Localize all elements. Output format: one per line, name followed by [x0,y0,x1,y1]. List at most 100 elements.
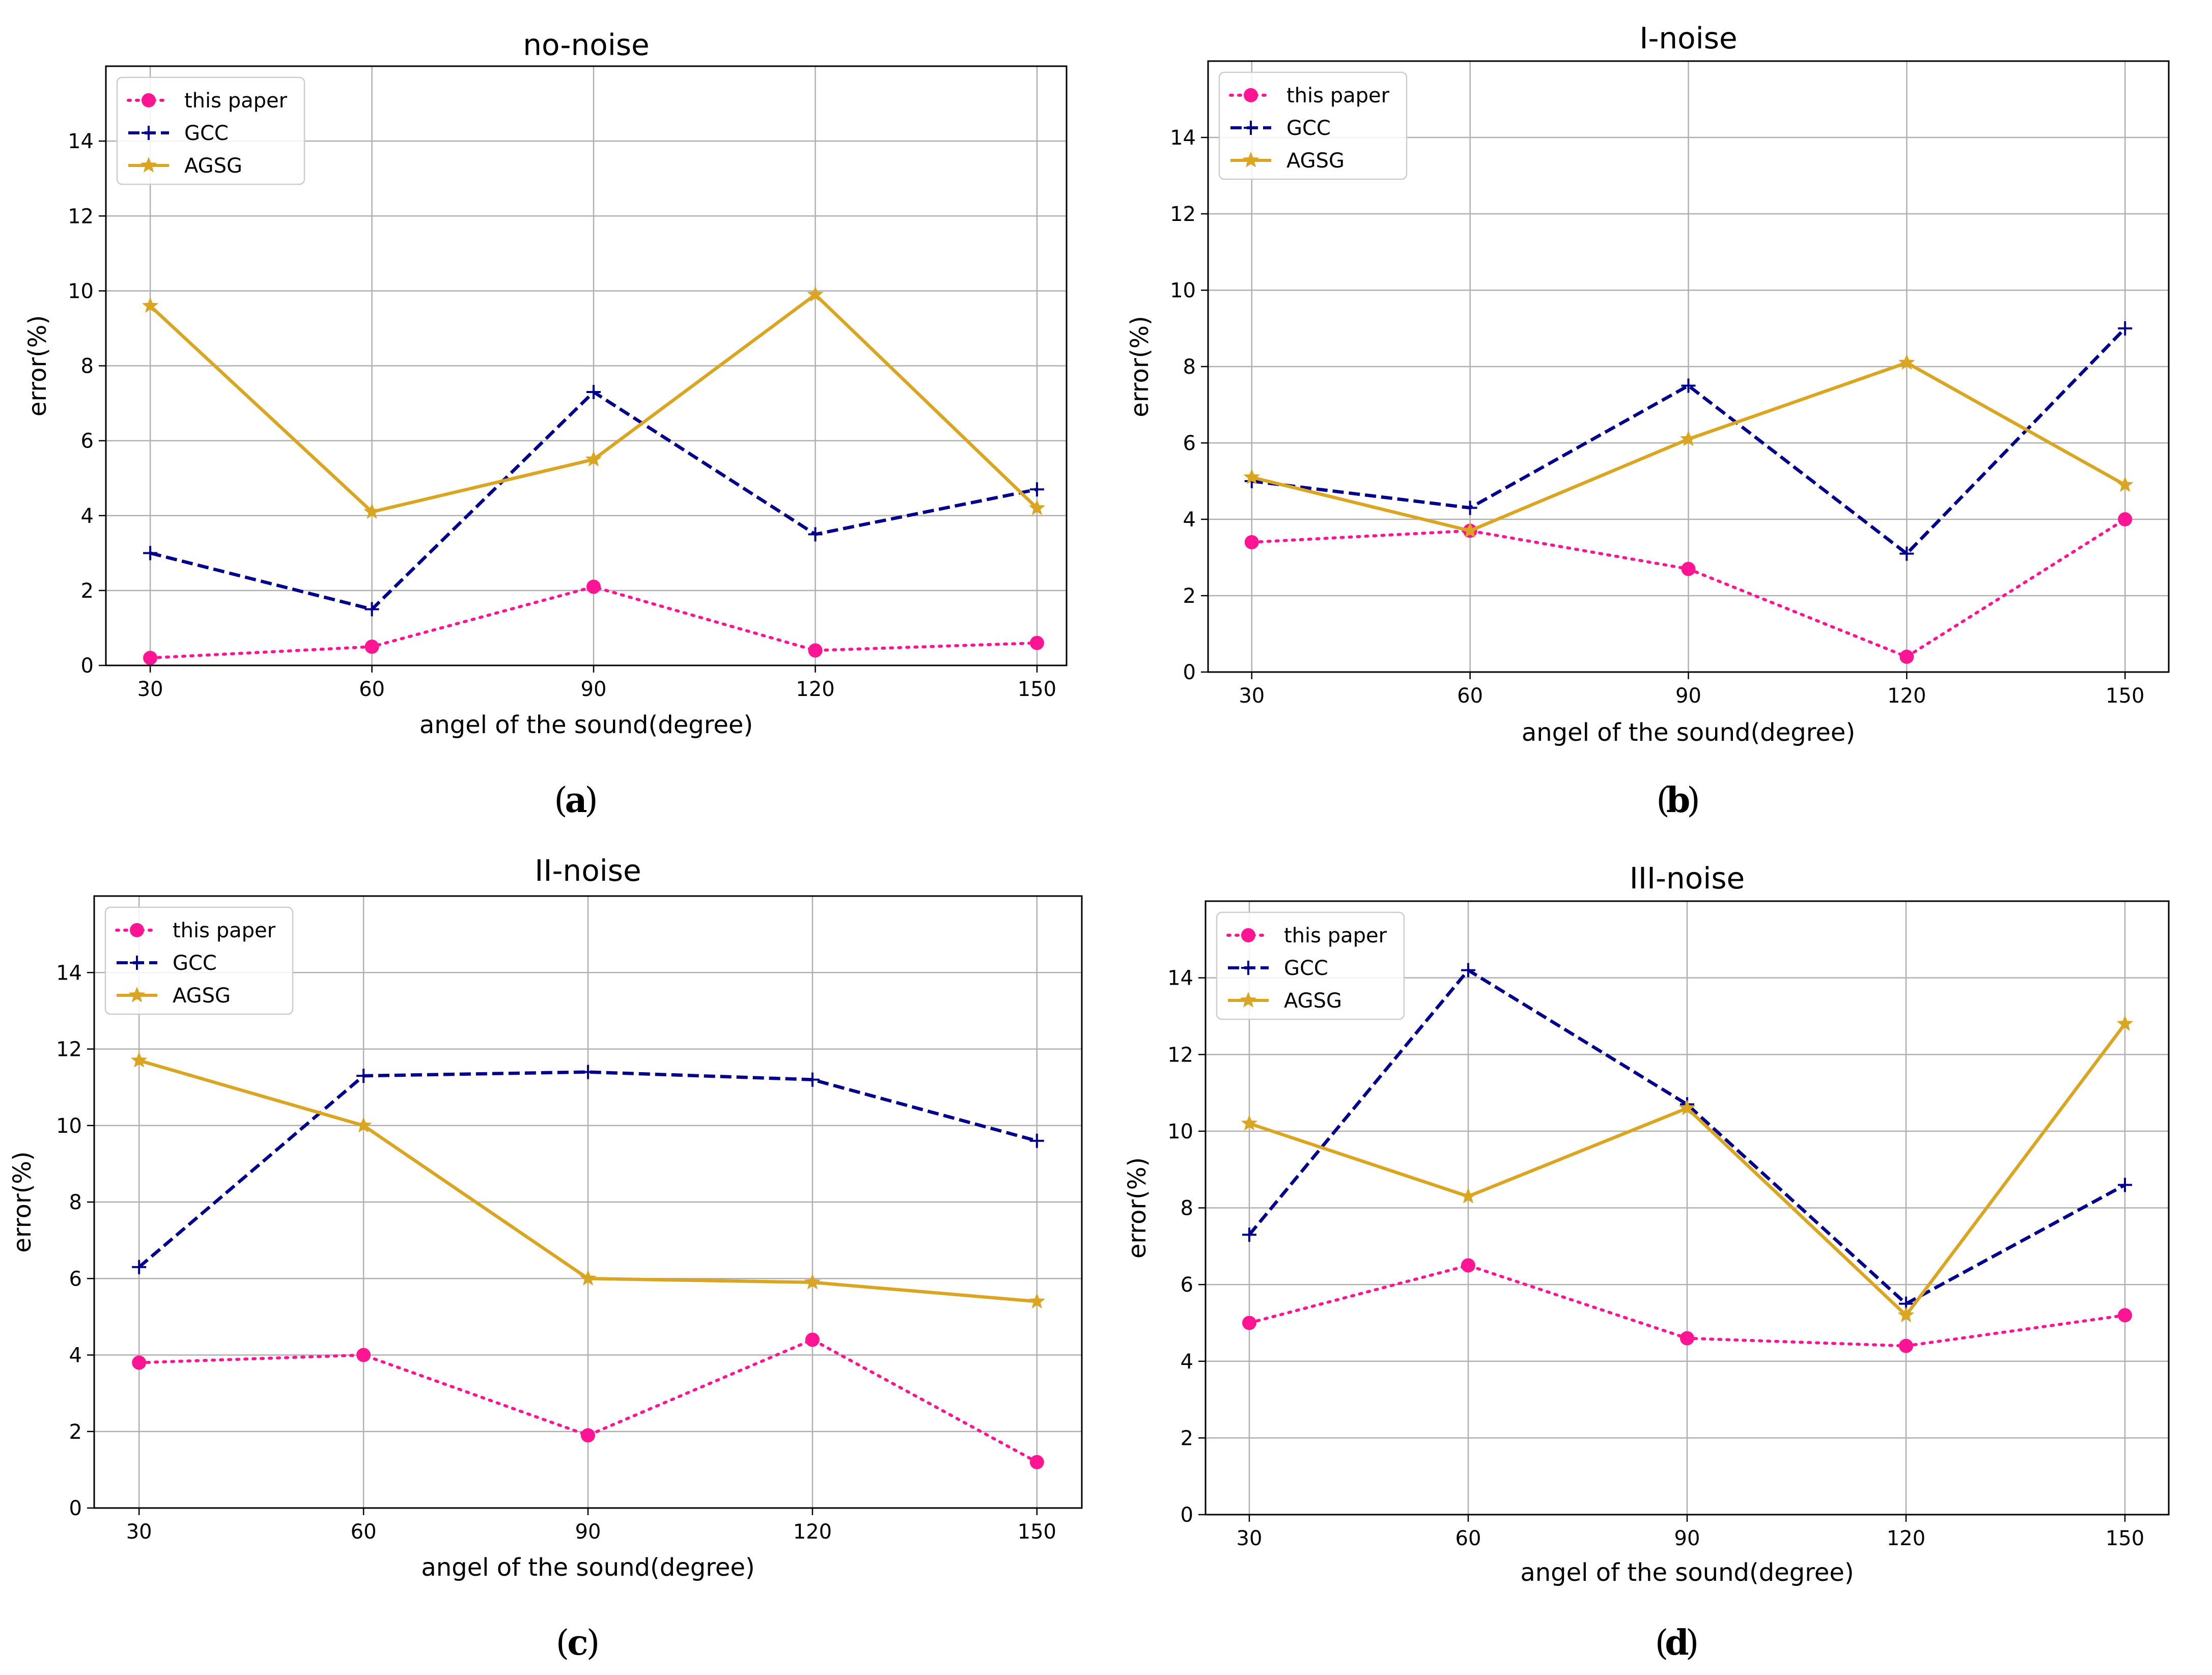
data-point-this-paper [356,1348,371,1362]
data-point-this-paper [1029,1455,1044,1469]
data-point-gcc [1681,378,1696,393]
legend-label-agsg: AGSG [184,154,242,178]
series-line-gcc [1248,968,2126,1306]
x-axis-ticks: 30 60 90 120 150 [1237,1515,2144,1550]
data-point-gcc [365,602,379,617]
plot-frame [93,895,1083,1509]
series-agsg [130,1051,1046,1309]
x-tick-label: 60 [351,1520,377,1544]
data-point-this-paper [2118,512,2133,526]
caption-open-paren: ( [554,780,568,821]
legend: this paper GCC AGSG [116,76,305,185]
caption-letter: a [565,780,587,821]
y-tick-label: 12 [1170,203,1196,226]
x-axis-ticks: 30 60 90 120 150 [126,1508,1056,1544]
legend-marker-gcc [130,956,144,970]
data-point-this-paper [143,651,158,665]
chart-panel-a: 30 60 90 120 150 0 2 4 6 8 10 12 14 this paper GCC AGSG… [23,27,1068,821]
data-point-this-paper [586,579,601,594]
y-tick-label: 6 [69,1267,82,1291]
y-tick-label: 12 [68,205,94,228]
x-tick-label: 150 [2106,1527,2144,1550]
legend-label-agsg: AGSG [1284,989,1342,1013]
data-point-agsg [1460,1187,1477,1204]
series-agsg [1243,354,2134,538]
legend: this paper GCC AGSG [1216,911,1405,1020]
data-point-this-paper [132,1355,147,1370]
data-point-this-paper [1244,535,1259,549]
data-point-agsg [1898,354,1915,370]
data-point-this-paper [1461,1258,1475,1273]
x-tick-label: 150 [2106,684,2144,708]
x-tick-label: 30 [137,678,163,701]
panel-caption: (d) [1655,1623,1699,1663]
data-point-gcc [1461,963,1475,978]
x-axis-ticks: 30 60 90 120 150 [1239,672,2144,708]
data-point-agsg [1897,1306,1915,1323]
y-tick-label: 14 [56,961,82,985]
x-tick-label: 120 [796,678,834,701]
data-point-gcc [1899,546,1914,561]
panel-caption: (c) [556,1623,600,1663]
series-line-gcc [138,1070,1038,1269]
series-line-this-paper [149,585,1039,660]
legend-marker-agsg [140,156,157,173]
chart-title: no-noise [523,27,650,62]
x-tick-label: 120 [1887,1527,1925,1550]
x-tick-label: 150 [1018,1520,1056,1544]
y-tick-label: 4 [81,505,94,528]
legend-box [116,76,305,185]
data-point-this-paper [1680,1331,1694,1346]
chart-title: II-noise [535,853,641,888]
y-tick-label: 10 [68,280,94,303]
data-point-gcc [1463,500,1477,515]
data-point-agsg [1680,430,1697,446]
y-tick-label: 6 [81,430,94,453]
data-point-this-paper [1242,1316,1256,1330]
y-tick-label: 0 [69,1497,82,1520]
data-point-gcc [2118,321,2133,336]
legend-marker-this-paper [1244,88,1258,102]
x-tick-label: 90 [581,678,607,701]
data-point-agsg [2116,1015,2134,1031]
series-gcc [143,384,1044,617]
legend-label-this-paper: this paper [1286,84,1390,107]
data-point-agsg [804,1273,821,1290]
data-point-gcc [805,1072,820,1087]
y-tick-label: 2 [81,579,94,603]
y-tick-label: 10 [1167,1120,1193,1143]
x-tick-label: 150 [1018,678,1056,701]
legend-marker-gcc [1241,961,1255,975]
data-point-agsg [1678,1099,1696,1115]
series-agsg [1241,1015,2134,1323]
series-this-paper [143,579,1044,665]
caption-open-paren: ( [1655,1623,1669,1663]
data-point-agsg [1462,522,1478,538]
data-point-gcc [586,384,601,399]
y-tick-label: 4 [1183,508,1196,532]
data-point-this-paper [581,1428,595,1443]
x-tick-label: 90 [1674,1527,1700,1550]
x-tick-label: 30 [1237,1527,1263,1550]
chart-panel-b: 30 60 90 120 150 0 2 4 6 8 10 12 14 this paper GCC AGSG… [1126,21,2170,821]
x-tick-label: 60 [1455,1527,1481,1550]
y-tick-label: 14 [1167,967,1193,990]
chart-title: III-noise [1630,861,1745,896]
data-point-gcc [1029,1133,1044,1148]
legend-label-this-paper: this paper [173,919,276,942]
legend-marker-agsg [128,986,146,1002]
y-tick-label: 0 [1183,661,1196,684]
x-tick-label: 60 [1457,684,1483,708]
caption-open-paren: ( [1656,780,1670,821]
data-point-this-paper [805,1332,820,1347]
x-tick-label: 30 [126,1520,152,1544]
series-this-paper [1242,1258,2132,1353]
y-axis-ticks: 0 2 4 6 8 10 12 14 [1167,967,1206,1527]
caption-close-paren: ) [586,1623,600,1663]
chart-panel-d: 30 60 90 120 150 0 2 4 6 8 10 12 14 this paper GCC AGSG… [1123,861,2170,1663]
legend-label-gcc: GCC [1286,117,1331,140]
series-line-gcc [1251,327,2126,555]
y-tick-label: 8 [69,1191,82,1214]
y-tick-label: 10 [56,1114,82,1138]
